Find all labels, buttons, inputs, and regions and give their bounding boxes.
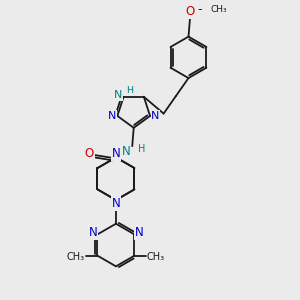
Text: N: N bbox=[112, 147, 120, 160]
Text: N: N bbox=[112, 197, 120, 210]
Text: CH₃: CH₃ bbox=[147, 252, 165, 262]
Text: N: N bbox=[108, 111, 116, 121]
Text: N: N bbox=[134, 226, 143, 239]
Text: O: O bbox=[185, 5, 195, 18]
Text: CH₃: CH₃ bbox=[67, 252, 85, 262]
Text: N: N bbox=[89, 226, 98, 239]
Text: H: H bbox=[138, 144, 145, 154]
Text: O: O bbox=[85, 147, 94, 160]
Text: N: N bbox=[151, 111, 160, 121]
Text: CH₃: CH₃ bbox=[211, 5, 227, 14]
Text: N: N bbox=[122, 145, 131, 158]
Text: H: H bbox=[127, 86, 134, 95]
Text: -: - bbox=[197, 3, 202, 16]
Text: N: N bbox=[114, 90, 122, 100]
